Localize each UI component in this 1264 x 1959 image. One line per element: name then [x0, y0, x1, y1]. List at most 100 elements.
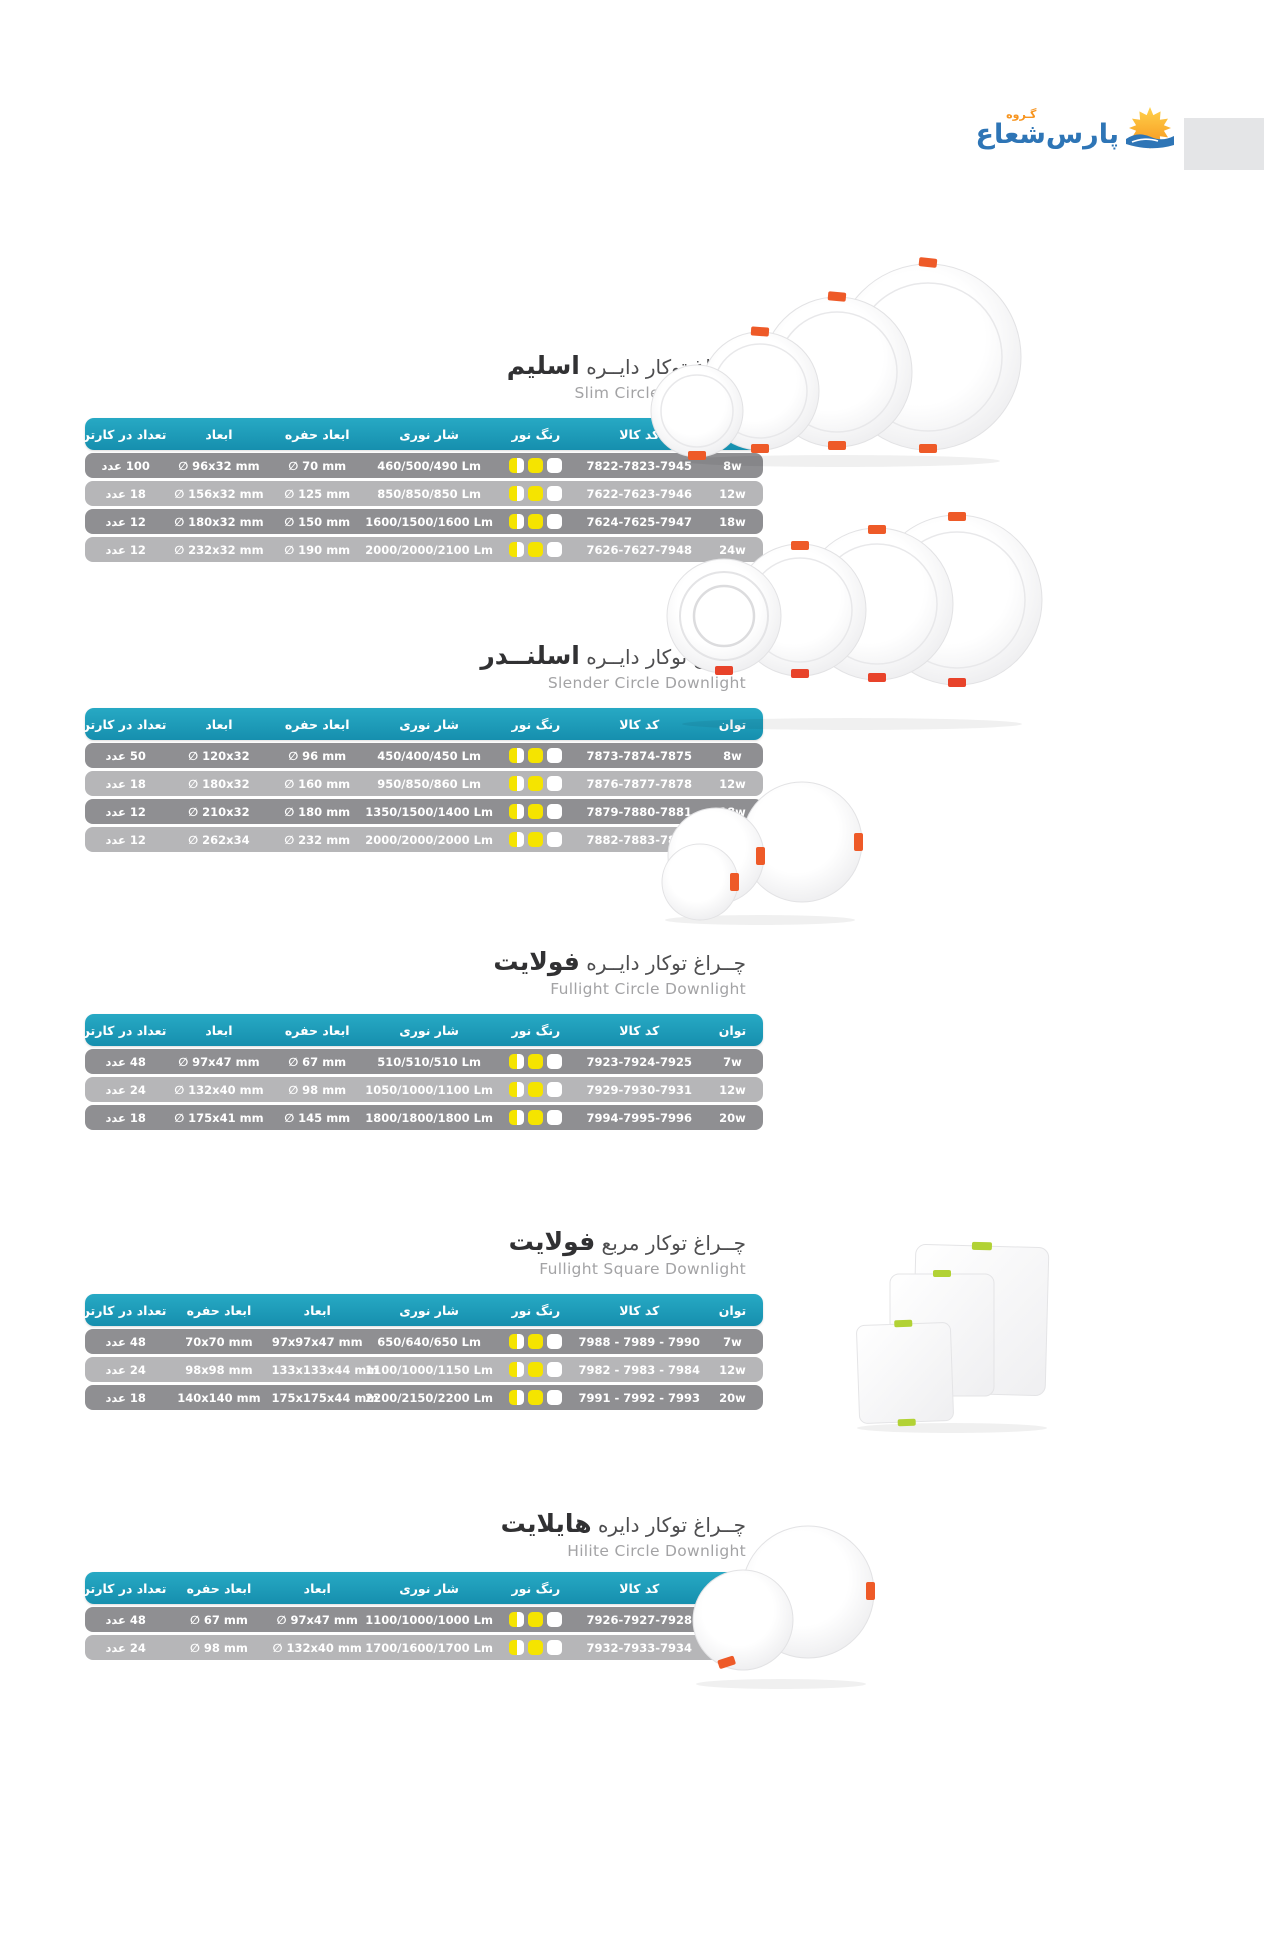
white-light-dot [547, 1612, 563, 1627]
dimension-cell: ∅ 145 mm [284, 1110, 351, 1125]
dimension-cell: ∅ 120x32 [188, 748, 250, 763]
table-header: توان کد کالا رنگ نور شار نوری ابعاد حفره ابعا… [79, 1014, 763, 1046]
white-light-dot [547, 832, 563, 847]
lumen-cell: 450/400/450 Lm [377, 748, 481, 763]
column-header: توان [718, 1302, 747, 1318]
table-row: 24w 7626-7627-7948 2000/2000/2100 Lm ∅ 190 … [85, 537, 763, 562]
light-color-cell [495, 1362, 576, 1377]
dual-light-dot [509, 1362, 525, 1377]
lumen-cell: 510/510/510 Lm [377, 1054, 481, 1069]
power-cell: 7w [723, 1334, 742, 1349]
dual-light-dot [509, 1390, 525, 1405]
dual-light-dot [509, 1334, 525, 1349]
lumen-cell: 1050/1000/1100 Lm [365, 1082, 493, 1097]
dimension-cell: ∅ 190 mm [284, 542, 351, 557]
light-color-cell [495, 832, 576, 847]
carton-qty-cell: 50 عدد [105, 748, 146, 763]
column-header: تعداد در کارتن [79, 716, 167, 732]
column-header: توان [718, 1022, 747, 1038]
dimension-cell: ∅ 156x32 mm [174, 486, 264, 501]
power-cell: 7w [723, 1054, 742, 1069]
lumen-cell: 1350/1500/1400 Lm [365, 804, 493, 819]
column-header: شار نوری [399, 1022, 459, 1038]
fullight-circle-table: توان کد کالا رنگ نور شار نوری ابعاد حفره ابعا… [79, 1014, 763, 1130]
table-row: 7w 7923-7924-7925 510/510/510 Lm ∅ 67 mm ∅ 9… [85, 1049, 763, 1074]
yellow-light-dot [528, 1640, 544, 1655]
section-subtitle-en: Slender Circle Downlight [547, 674, 746, 693]
column-header: رنگ نور [511, 716, 561, 732]
yellow-light-dot [528, 748, 544, 763]
dimension-cell: 133x133x44 mm [271, 1362, 379, 1377]
brand-logo: گـروه پارس‌شعاع [976, 106, 1176, 152]
section-title-fullight-circle: چــراغ توکار دایــره فولایت Fullight Cir… [493, 946, 746, 998]
product-code-cell: 7873-7874-7875 [586, 748, 693, 763]
yellow-light-dot [528, 458, 544, 473]
white-light-dot [547, 542, 563, 557]
product-code-cell: 7988 - 7989 - 7990 [578, 1334, 701, 1349]
column-header: رنگ نور [511, 1022, 561, 1038]
carton-qty-cell: 24 عدد [105, 1362, 146, 1377]
light-color-cell [495, 804, 576, 819]
yellow-light-dot [528, 486, 544, 501]
dimension-cell: 175x175x44 mm [271, 1390, 379, 1405]
table-row: 8w 7873-7874-7875 450/400/450 Lm ∅ 96 mm ∅ 1… [85, 743, 763, 768]
brand-name: پارس‌شعاع [975, 119, 1120, 150]
power-cell: 18w [719, 514, 746, 529]
column-header: رنگ نور [511, 426, 561, 442]
dimension-cell: ∅ 70 mm [288, 458, 347, 473]
section-title-prefix: چــراغ توکار مربع [601, 1231, 746, 1255]
column-header: ابعاد [205, 1022, 233, 1038]
white-light-dot [547, 776, 563, 791]
column-header: ابعاد [303, 1302, 331, 1318]
table-row: 7w 7988 - 7989 - 7990 650/640/650 Lm 97x97x… [85, 1329, 763, 1354]
table-row: 18w 7624-7625-7947 1600/1500/1600 Lm ∅ 150 … [85, 509, 763, 534]
carton-qty-cell: 18 عدد [105, 486, 146, 501]
yellow-light-dot [528, 1612, 544, 1627]
yellow-light-dot [528, 514, 544, 529]
power-cell: 12w [719, 1082, 746, 1097]
lumen-cell: 2200/2150/2200 Lm [365, 1390, 493, 1405]
product-code-cell: 7882-7883-7884 [586, 832, 693, 847]
carton-qty-cell: 48 عدد [105, 1334, 146, 1349]
dual-light-dot [509, 486, 525, 501]
column-header: تعداد در کارتن [79, 1022, 167, 1038]
dimension-cell: ∅ 98 mm [190, 1640, 248, 1655]
lumen-cell: 1800/1800/1800 Lm [365, 1110, 493, 1125]
light-color-cell [495, 1612, 576, 1627]
product-code-cell: 7929-7930-7931 [586, 1082, 693, 1097]
table-header: توان کد کالا رنگ نور شار نوری ابعاد حفره ابعا… [79, 708, 763, 740]
white-light-dot [547, 514, 563, 529]
table-row: 12w 7929-7930-7931 1050/1000/1100 Lm ∅ 98 m… [85, 1077, 763, 1102]
table-row: 20w 7994-7995-7996 1800/1800/1800 Lm ∅ 145 … [85, 1105, 763, 1130]
carton-qty-cell: 12 عدد [105, 804, 146, 819]
lumen-cell: 1100/1000/1150 Lm [365, 1362, 493, 1377]
carton-qty-cell: 24 عدد [105, 1640, 146, 1655]
sun-wave-icon [1126, 107, 1174, 149]
slender-circle-table: توان کد کالا رنگ نور شار نوری ابعاد حفره ابعا… [79, 708, 763, 852]
dimension-cell: ∅ 232x32 mm [174, 542, 264, 557]
light-color-cell [495, 458, 576, 473]
light-color-cell [495, 1390, 576, 1405]
dimension-cell: ∅ 98 mm [288, 1082, 347, 1097]
product-photo-slim-circle [650, 257, 1022, 467]
product-code-cell: 7923-7924-7925 [586, 1054, 693, 1069]
section-title-name: هایلایت [500, 1509, 592, 1538]
yellow-light-dot [528, 832, 544, 847]
section-title-prefix: چــراغ توکار دایره [597, 1513, 746, 1537]
power-cell: 12w [719, 776, 746, 791]
white-light-dot [547, 1640, 563, 1655]
dimension-cell: ∅ 262x34 [188, 832, 250, 847]
light-color-cell [495, 1054, 576, 1069]
white-light-dot [547, 458, 563, 473]
dimension-cell: ∅ 175x41 mm [174, 1110, 264, 1125]
dimension-cell: ∅ 150 mm [284, 514, 351, 529]
dual-light-dot [509, 542, 525, 557]
section-title-name: اسلنــدر [480, 641, 580, 670]
product-code-cell: 7932-7933-7934 [586, 1640, 693, 1655]
power-cell: 12w [719, 1362, 746, 1377]
yellow-light-dot [528, 776, 544, 791]
fullight-square-table: توان کد کالا رنگ نور شار نوری ابعاد ابعاد حفر… [79, 1294, 763, 1410]
